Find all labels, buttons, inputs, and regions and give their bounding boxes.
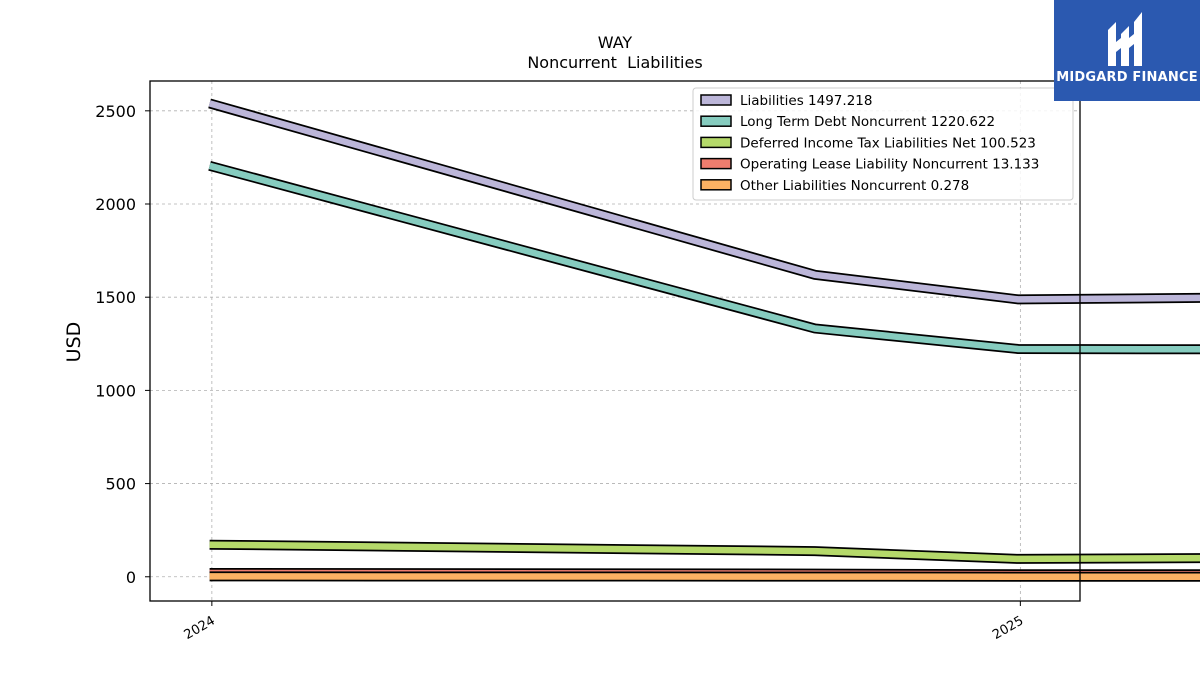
- logo-text: MIDGARD FINANCE: [1056, 70, 1198, 85]
- y-tick-label: 2500: [95, 102, 136, 121]
- x-tick-label: 2024: [182, 613, 218, 643]
- legend-swatch: [700, 136, 732, 149]
- x-axis: 2024 2025: [182, 601, 1026, 643]
- series-layer: [208, 98, 1200, 582]
- series-line: [208, 98, 1200, 305]
- y-axis: 0 500 1000 1500 2000 2500: [95, 102, 150, 587]
- midgard-finance-logo: MIDGARD FINANCE: [1054, 0, 1200, 101]
- series-line-fill: [209, 541, 1200, 563]
- series-line: [208, 160, 1200, 355]
- series-line: [209, 539, 1200, 564]
- y-tick-label: 2000: [95, 195, 136, 214]
- y-tick-label: 500: [105, 475, 136, 494]
- y-tick-label: 0: [126, 568, 136, 587]
- series-line-fill: [208, 162, 1200, 353]
- y-axis-label: USD: [63, 322, 85, 363]
- legend-label: Operating Lease Liability Noncurrent 13.…: [740, 157, 1039, 173]
- y-tick-label: 1000: [95, 381, 136, 400]
- series-line-fill: [208, 100, 1200, 303]
- logo-mark-icon: [1108, 12, 1142, 66]
- chart-title: WAY: [598, 33, 633, 52]
- legend-label: Other Liabilities Noncurrent 0.278: [740, 178, 969, 194]
- legend-label: Liabilities 1497.218: [740, 93, 872, 109]
- legend: Liabilities 1497.218 Long Term Debt Noncu…: [692, 87, 1074, 201]
- legend-swatch: [700, 157, 732, 170]
- x-tick-label: 2025: [990, 613, 1026, 643]
- legend-label: Deferred Income Tax Liabilities Net 100.…: [740, 135, 1036, 151]
- chart-subtitle: Noncurrent Liabilities: [527, 53, 702, 72]
- legend-box: [692, 87, 1074, 201]
- legend-label: Long Term Debt Noncurrent 1220.622: [740, 114, 995, 130]
- legend-swatch: [700, 179, 732, 191]
- legend-swatch: [700, 94, 732, 106]
- plot-frame: [149, 80, 1081, 602]
- y-tick-label: 1500: [95, 288, 136, 307]
- legend-swatch: [700, 115, 732, 127]
